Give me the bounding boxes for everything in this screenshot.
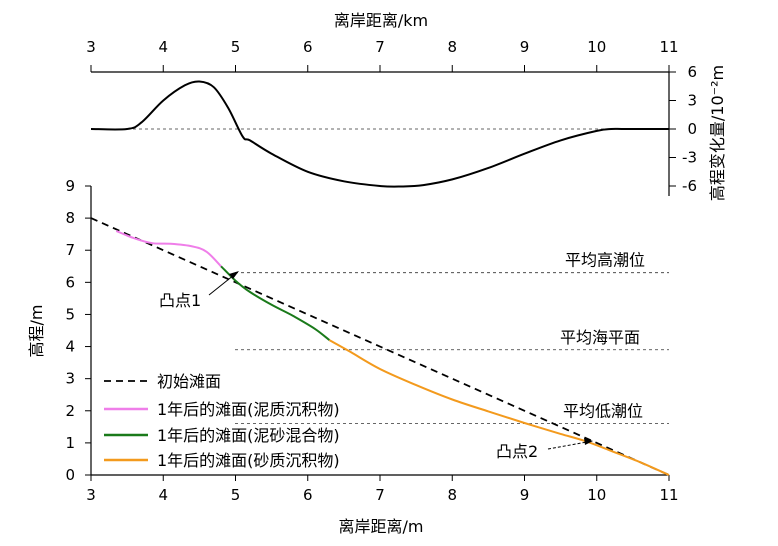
top-x-tick-label-8: 8 bbox=[447, 38, 457, 56]
legend-label-mixed: 1年后的滩面(泥砂混合物) bbox=[157, 426, 340, 445]
top-x-tick-label-9: 9 bbox=[520, 38, 530, 56]
top-y-tick-label--3: -3 bbox=[682, 149, 697, 167]
bottom-y-axis-title: 高程/m bbox=[27, 305, 46, 358]
legend-label-initial: 初始滩面 bbox=[157, 372, 221, 391]
bottom-x-tick-label-10: 10 bbox=[587, 486, 606, 504]
bottom-y-tick-label-4: 4 bbox=[65, 338, 75, 356]
top-x-ticks: 3 4 5 6 7 8 9 10 11 bbox=[86, 38, 679, 72]
bottom-x-tick-label-7: 7 bbox=[375, 486, 385, 504]
top-x-tick-label-4: 4 bbox=[158, 38, 168, 56]
legend-label-sand: 1年后的滩面(砂质沉积物) bbox=[157, 451, 340, 470]
bottom-x-ticks: 3 4 5 6 7 8 9 10 11 bbox=[86, 475, 679, 504]
bottom-y-tick-label-2: 2 bbox=[65, 402, 75, 420]
bottom-x-tick-label-9: 9 bbox=[520, 486, 530, 504]
mean-low-tide-label: 平均低潮位 bbox=[563, 402, 643, 421]
top-y-tick-label--6: -6 bbox=[682, 177, 697, 195]
legend-label-mud: 1年后的滩面(泥质沉积物) bbox=[157, 400, 340, 419]
top-panel: 离岸距离/km 3 4 5 6 7 8 9 10 11 6 3 0 -3 -6 高程变化量/10⁻²m bbox=[86, 11, 727, 201]
bottom-x-tick-label-3: 3 bbox=[86, 486, 96, 504]
legend: 初始滩面 1年后的滩面(泥质沉积物) 1年后的滩面(泥砂混合物) 1年后的滩面(… bbox=[104, 372, 340, 470]
bottom-y-tick-label-0: 0 bbox=[65, 466, 75, 484]
bump-1-label: 凸点1 bbox=[159, 291, 201, 310]
bump-1-arrowhead bbox=[229, 271, 239, 279]
mean-sea-level-label: 平均海平面 bbox=[560, 328, 640, 347]
sand-profile-line bbox=[328, 339, 670, 476]
bottom-y-tick-label-3: 3 bbox=[65, 370, 75, 388]
bottom-x-tick-label-6: 6 bbox=[303, 486, 313, 504]
bottom-x-tick-label-11: 11 bbox=[659, 486, 678, 504]
elevation-change-curve bbox=[90, 80, 669, 188]
top-x-tick-label-7: 7 bbox=[375, 38, 385, 56]
bump-2-arrow bbox=[547, 441, 588, 450]
top-x-tick-label-11: 11 bbox=[659, 38, 678, 56]
top-y-tick-label-0: 0 bbox=[687, 120, 697, 138]
bottom-y-ticks: 0 1 2 3 4 5 6 7 8 9 bbox=[65, 177, 91, 484]
top-x-axis-title: 离岸距离/km bbox=[334, 11, 428, 30]
bottom-x-axis-title: 离岸距离/m bbox=[339, 517, 424, 536]
bottom-x-tick-label-5: 5 bbox=[231, 486, 241, 504]
bottom-y-tick-label-7: 7 bbox=[65, 241, 75, 259]
mixed-profile-line bbox=[220, 265, 331, 341]
bottom-y-tick-label-1: 1 bbox=[65, 434, 75, 452]
bump-2-arrowhead bbox=[584, 438, 593, 445]
top-x-tick-label-5: 5 bbox=[231, 38, 241, 56]
top-x-tick-label-3: 3 bbox=[86, 38, 96, 56]
bottom-x-tick-label-4: 4 bbox=[158, 486, 168, 504]
bottom-y-tick-label-9: 9 bbox=[65, 177, 75, 195]
bottom-y-tick-label-6: 6 bbox=[65, 273, 75, 291]
top-y-tick-label-6: 6 bbox=[687, 63, 697, 81]
bottom-y-tick-label-8: 8 bbox=[65, 209, 75, 227]
top-y-tick-label-3: 3 bbox=[687, 92, 697, 110]
bottom-y-tick-label-5: 5 bbox=[65, 305, 75, 323]
bottom-x-tick-label-8: 8 bbox=[447, 486, 457, 504]
mud-profile-line bbox=[115, 230, 222, 268]
top-y-axis-title: 高程变化量/10⁻²m bbox=[708, 65, 727, 201]
bump-1-arrow bbox=[208, 274, 235, 296]
initial-beach-line bbox=[90, 217, 670, 476]
top-x-tick-label-6: 6 bbox=[303, 38, 313, 56]
top-y-ticks: 6 3 0 -3 -6 bbox=[669, 63, 697, 195]
top-x-tick-label-10: 10 bbox=[587, 38, 606, 56]
bottom-panel: 3 4 5 6 7 8 9 10 11 0 1 2 3 4 5 6 7 8 9 离岸距离/m 高程/m 平均高潮位… bbox=[27, 177, 679, 536]
bump-2-label: 凸点2 bbox=[496, 442, 538, 461]
mean-high-tide-label: 平均高潮位 bbox=[565, 251, 645, 270]
